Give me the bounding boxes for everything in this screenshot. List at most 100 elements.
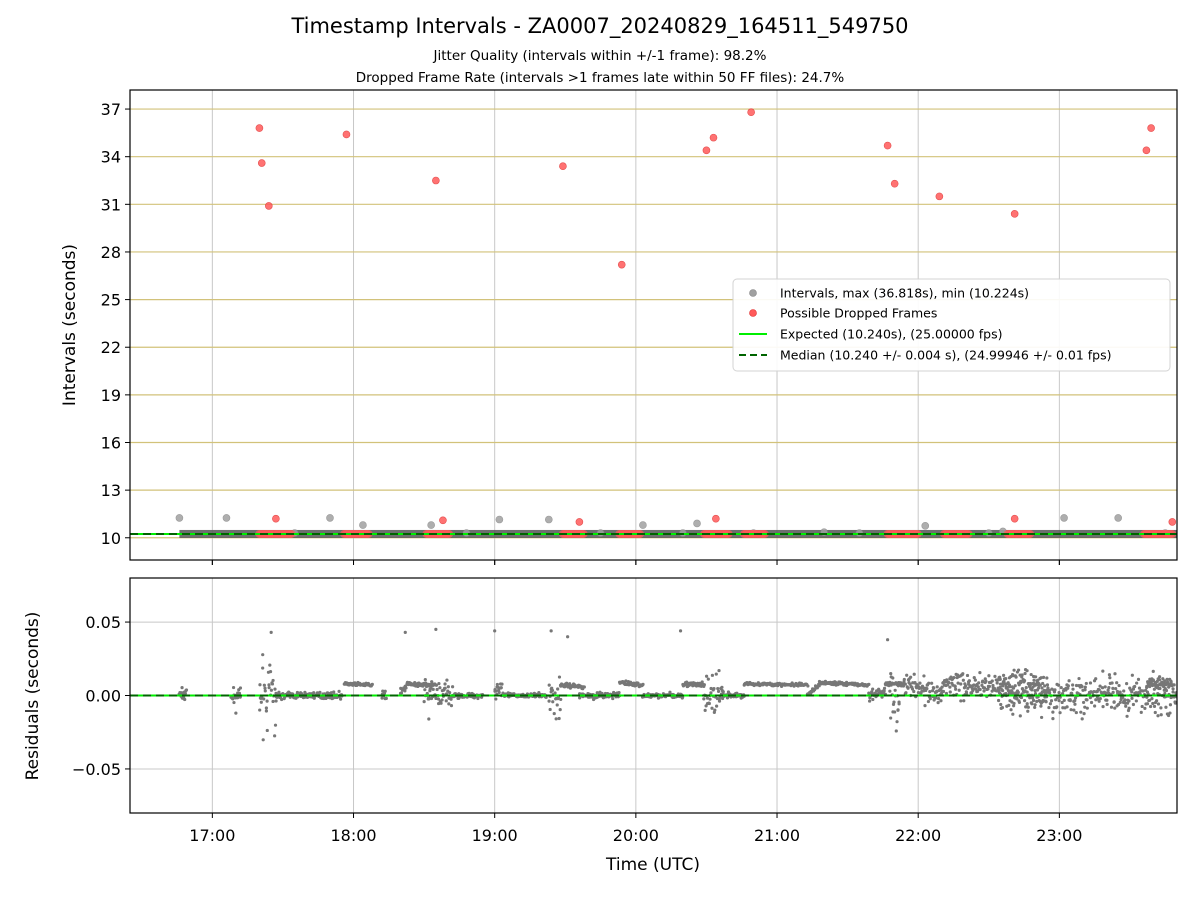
residual-point [910,687,915,691]
residual-point [1145,702,1150,706]
residual-point [271,699,275,704]
residual-point [944,691,949,696]
residual-point [1123,701,1127,705]
residual-point [1025,702,1029,706]
residual-point [936,697,941,701]
residual-point [264,706,268,710]
residual-point [713,708,717,712]
residual-point [449,704,454,708]
dropped-frame-point [257,159,266,167]
residual-point [968,684,972,688]
residual-point [928,697,932,701]
residual-point [1104,691,1108,695]
residual-point [1113,706,1117,710]
dropped-frame-point [712,514,720,523]
residual-point [1011,674,1015,678]
interval-point [693,519,701,528]
residual-point [1059,685,1063,690]
dropped-frame-point [617,260,626,269]
legend-marker-intervals [749,289,757,297]
residual-point [952,676,956,680]
residual-point [1083,705,1087,709]
residual-point [423,688,427,692]
residual-point [870,691,874,695]
residual-point [1000,706,1005,710]
residual-point [380,696,384,700]
residual-point [267,686,271,690]
residual-point [1149,704,1153,709]
residual-point [1107,673,1112,677]
dropped-frame-point [1168,518,1177,526]
chart-subtitle-dropped: Dropped Frame Rate (intervals >1 frames … [355,70,845,86]
interval-point [427,521,435,529]
residual-point [1033,703,1037,707]
interval-point [359,521,367,529]
y-tick-label: 13 [101,481,121,500]
residual-point [1136,677,1141,681]
residual-point [1041,681,1045,686]
residual-point [964,684,968,688]
residual-point [1168,711,1172,715]
residual-point [1008,699,1012,703]
dropped-frame-point [747,108,755,117]
residual-point [1092,689,1096,694]
residual-point [425,684,429,688]
residual-point [996,678,1000,682]
residual-point [450,685,455,689]
residual-point [1045,683,1050,687]
residual-point [1011,712,1015,716]
residual-point [908,682,912,686]
residual-point [715,704,719,708]
residual-point [1017,682,1021,686]
residual-point [893,710,897,714]
residual-point [312,691,316,695]
residual-point [1156,702,1161,706]
residual-point [1082,712,1086,716]
residual-point [431,687,435,691]
residual-point [1022,698,1027,703]
legend-label-expected: Expected (10.240s), (25.00000 fps) [780,327,1002,342]
residual-point [1005,685,1009,690]
residual-point [384,696,388,701]
residual-point [258,683,262,687]
residual-point [1098,696,1102,701]
residual-point [939,699,943,703]
residual-point [1085,706,1089,710]
residual-point [1088,681,1093,685]
residual-point [445,678,449,682]
residual-point [1083,688,1087,692]
residual-point [916,690,921,695]
interval-point [921,522,930,530]
residual-point [964,691,969,695]
residual-point [1127,706,1131,710]
residual-point [888,689,892,693]
residual-point [1100,686,1105,690]
residual-point [559,697,563,702]
residual-point [1097,699,1101,703]
residual-point [1141,689,1145,693]
residual-point [714,672,718,676]
residual-point [707,701,711,706]
residual-point [1157,678,1162,682]
residual-point [446,685,450,689]
residual-point [961,672,965,676]
legend-label-intervals: Intervals, max (36.818s), min (10.224s) [780,286,1029,301]
dropped-frame-point [272,514,280,523]
residual-point [264,709,268,713]
interval-point [639,521,647,529]
y-tick-label: 28 [101,243,121,262]
residual-point [959,699,963,703]
residual-point [1009,708,1013,712]
legend-marker-dropped [749,309,757,317]
residual-point [1031,696,1035,700]
residual-point [556,695,560,700]
interval-point [544,515,553,524]
residual-point [443,682,447,686]
residual-point [703,708,707,712]
residual-point [1011,691,1015,696]
residual-point [1115,681,1119,685]
residual-outlier-point [434,627,438,632]
residual-point [953,684,957,689]
residual-point [339,697,343,701]
residual-point [913,680,917,685]
